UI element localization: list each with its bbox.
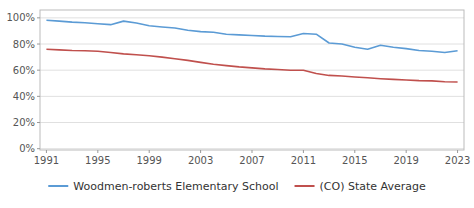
y-tick (37, 96, 40, 97)
x-tick-label: 2003 (188, 155, 213, 166)
x-tick-label: 1995 (85, 155, 110, 166)
x-tick (97, 150, 98, 153)
y-tick-label: 20% (13, 117, 35, 128)
x-tick-label: 2019 (393, 155, 418, 166)
x-tick-label: 2023 (445, 155, 470, 166)
y-tick-label: 80% (13, 39, 35, 50)
legend-label: Woodmen-roberts Elementary School (73, 180, 278, 193)
y-tick-label: 60% (13, 65, 35, 76)
grid-line (40, 44, 464, 45)
grid-line (40, 17, 464, 18)
grid-line (40, 148, 464, 149)
legend-swatch (295, 185, 315, 187)
legend-swatch (48, 185, 68, 187)
grid (40, 18, 464, 149)
x-tick-label: 2015 (342, 155, 367, 166)
lines (46, 20, 457, 82)
x-tick (200, 150, 201, 153)
x-tick (46, 150, 47, 153)
x-tick (406, 150, 407, 153)
y-tick (37, 17, 40, 18)
x-tick (149, 150, 150, 153)
y-tick-label: 40% (13, 91, 35, 102)
y-tick (37, 44, 40, 45)
x-tick-label: 2007 (239, 155, 264, 166)
grid-line (40, 122, 464, 123)
plot-frame (40, 10, 464, 150)
x-tick-label: 1991 (34, 155, 59, 166)
y-tick (37, 122, 40, 123)
legend-label: (CO) State Average (320, 180, 426, 193)
chart-container: 0% 20% 40% 60% 80% 100% 1991 1995 1999 2003 2007 20… (0, 0, 474, 208)
y-tick-label: 0% (19, 143, 35, 154)
y-tick-label: 100% (6, 12, 35, 23)
y-tick (37, 70, 40, 71)
x-tick (252, 150, 253, 153)
chart: 0% 20% 40% 60% 80% 100% 1991 1995 1999 2003 2007 20… (0, 0, 474, 208)
series-line (46, 49, 457, 82)
y-axis: 0% 20% 40% 60% 80% 100% (6, 12, 40, 154)
series-line (46, 20, 457, 52)
x-tick (354, 150, 355, 153)
x-axis: 1991 1995 1999 2003 2007 2011 2015 2019 2023 (34, 150, 471, 166)
x-tick-label: 2011 (291, 155, 316, 166)
grid-line (40, 70, 464, 71)
x-tick (303, 150, 304, 153)
y-tick (37, 148, 40, 149)
legend: Woodmen-roberts Elementary School (CO) St… (48, 180, 426, 193)
x-tick (457, 150, 458, 153)
x-tick-label: 1999 (136, 155, 161, 166)
grid-line (40, 96, 464, 97)
